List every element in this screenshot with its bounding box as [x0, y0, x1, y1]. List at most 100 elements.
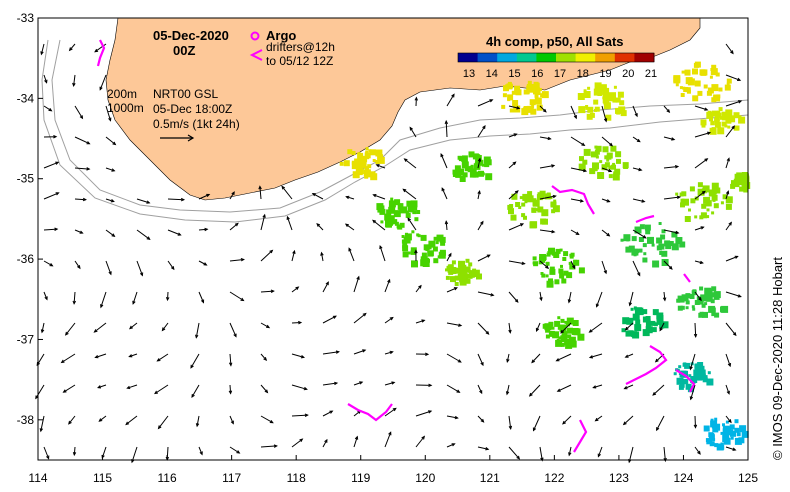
current-vector: [68, 415, 76, 425]
current-vector: [353, 313, 367, 324]
current-vector: [557, 384, 572, 392]
current-vector-head: [304, 413, 309, 417]
current-vector: [595, 415, 603, 422]
sst-pixel: [703, 425, 710, 432]
sst-pixel: [684, 216, 691, 222]
sst-pixel: [642, 257, 648, 263]
current-vector: [286, 216, 293, 231]
sst-pixel: [628, 330, 634, 336]
sst-pixel: [537, 192, 545, 200]
sst-pixel: [527, 80, 532, 85]
current-vector: [198, 291, 204, 303]
current-vector-head: [44, 79, 48, 84]
current-vector-head: [730, 50, 734, 55]
sst-pixel: [688, 374, 692, 378]
sst-pixel: [677, 295, 685, 303]
sst-pixel: [438, 251, 446, 259]
current-vector-head: [477, 157, 482, 162]
current-vector-head: [582, 168, 588, 173]
sst-pixel: [711, 194, 718, 201]
current-vector: [663, 446, 666, 461]
current-vector: [260, 384, 268, 393]
sst-pixel: [507, 94, 514, 101]
current-vector: [74, 229, 83, 234]
sst-pixel: [626, 317, 634, 325]
sst-pixel: [468, 274, 473, 279]
sst-pixel: [594, 108, 597, 112]
sst-pixel: [476, 273, 482, 280]
current-vector: [196, 415, 200, 427]
sst-pixel: [531, 207, 537, 213]
sst-pixel: [714, 117, 719, 122]
sst-pixel: [406, 200, 413, 207]
current-vector: [663, 166, 679, 169]
current-vector: [40, 43, 45, 55]
sst-pixel: [728, 115, 736, 123]
current-vector-head: [638, 167, 643, 172]
sst-pixel: [706, 111, 714, 119]
current-vector: [158, 415, 169, 429]
current-vector: [632, 260, 641, 276]
sst-pixel: [612, 97, 618, 103]
sst-pixel: [357, 152, 361, 156]
current-vector: [440, 153, 448, 169]
sst-pixel: [548, 247, 555, 255]
colorbar-tick-label: 21: [645, 68, 657, 80]
current-vector-head: [479, 390, 483, 395]
colorbar-frame: [457, 52, 655, 63]
current-vector-head: [335, 350, 340, 354]
current-vector-head: [286, 215, 290, 220]
current-vector-head: [154, 390, 158, 395]
current-vector: [694, 191, 706, 200]
sst-pixel: [567, 327, 573, 334]
current-vector: [105, 136, 116, 145]
current-vector: [95, 353, 107, 358]
sst-pixel: [714, 443, 719, 448]
current-vector-head: [642, 235, 647, 239]
current-vector-head: [94, 355, 99, 359]
sst-pixel: [402, 243, 408, 249]
sst-pixel: [679, 86, 683, 90]
current-vector: [656, 415, 665, 431]
sst-pixel: [563, 251, 569, 257]
drifter-track: [573, 419, 588, 453]
current-vector-head: [362, 312, 367, 317]
sst-pixel: [710, 121, 715, 126]
sst-pixel: [454, 165, 461, 172]
x-tick-label: 115: [93, 471, 112, 485]
sst-pixel: [676, 298, 681, 303]
current-vector-head: [97, 385, 102, 389]
current-vector-head: [701, 190, 706, 195]
current-vector: [539, 229, 555, 233]
sst-pixel: [468, 151, 475, 158]
sst-pixel: [638, 248, 643, 253]
sst-pixel: [412, 210, 417, 215]
current-vector-head: [480, 220, 484, 225]
current-vector-head: [60, 359, 65, 364]
current-vector-head: [240, 297, 245, 302]
colorbar-tick-label: 18: [577, 68, 589, 80]
sst-pixel: [626, 238, 630, 242]
current-vector-head: [170, 266, 175, 271]
current-vector: [190, 353, 200, 369]
sst-pixel: [695, 371, 701, 377]
sst-pixel: [694, 300, 700, 305]
current-vector-head: [35, 395, 39, 400]
sst-pixel: [683, 362, 687, 366]
sst-pixel: [545, 334, 550, 339]
sst-pixel: [569, 253, 573, 257]
sst-pixel: [541, 255, 547, 260]
sst-pixel: [630, 307, 634, 311]
current-vector: [384, 317, 394, 324]
current-vector: [445, 121, 448, 138]
current-vector: [291, 384, 307, 390]
current-vector-head: [572, 265, 576, 270]
sst-pixel: [347, 149, 353, 155]
map-time: 00Z: [173, 43, 195, 58]
current-vector-head: [72, 452, 77, 457]
sst-pixel: [645, 316, 651, 321]
sst-pixel: [725, 117, 732, 124]
current-vector-head: [240, 258, 246, 262]
current-vector: [74, 167, 90, 170]
sst-pixel: [468, 269, 472, 273]
